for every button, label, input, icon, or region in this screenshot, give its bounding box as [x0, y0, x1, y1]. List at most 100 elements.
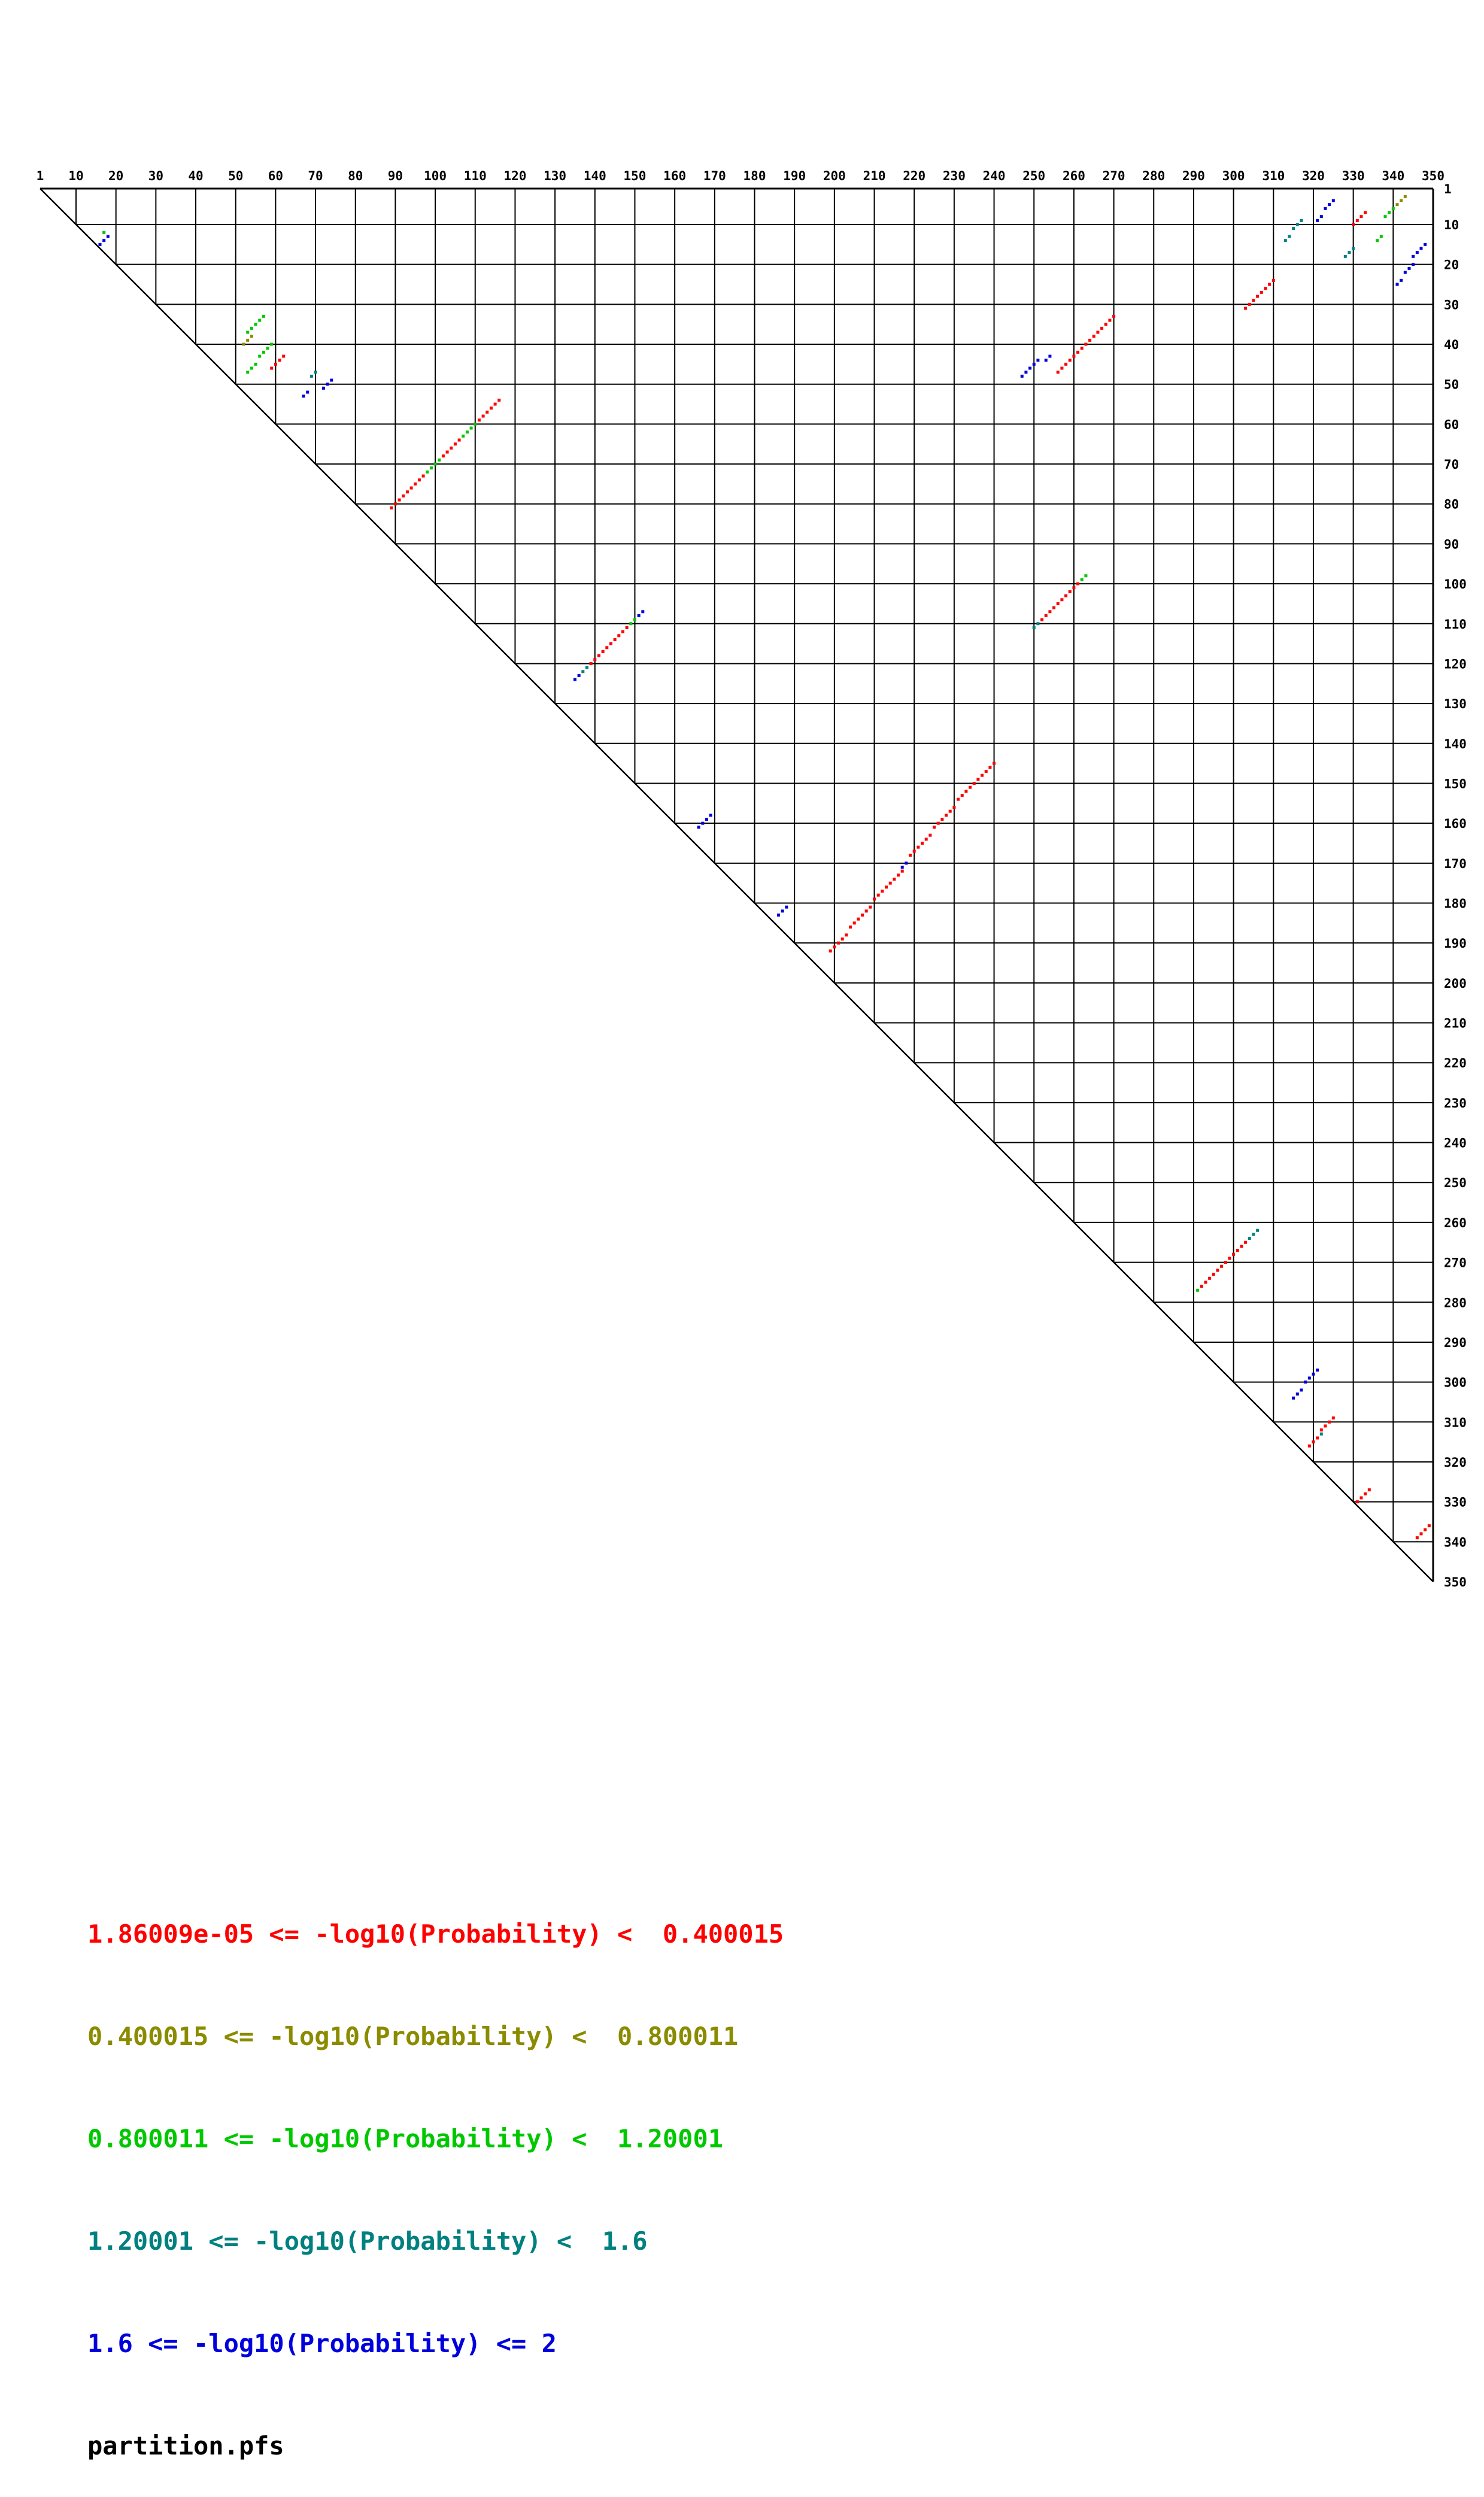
probability-dot — [940, 817, 944, 821]
probability-dot — [462, 434, 465, 438]
probability-dot — [457, 438, 461, 442]
y-axis-tick-label: 280 — [1444, 1295, 1467, 1310]
probability-dot — [1204, 1281, 1207, 1284]
probability-dot — [497, 398, 501, 402]
y-axis-tick-label: 240 — [1444, 1136, 1467, 1151]
probability-dot — [705, 817, 708, 821]
probability-dot — [270, 366, 274, 370]
probability-dot — [1403, 195, 1407, 198]
probability-dot — [1359, 1496, 1363, 1500]
probability-dot — [697, 826, 700, 829]
probability-dot — [246, 371, 250, 374]
probability-dot — [1288, 235, 1291, 238]
probability-dot — [1312, 1372, 1315, 1376]
probability-dot — [302, 395, 305, 398]
probability-dot — [840, 937, 844, 941]
probability-dot — [781, 909, 784, 913]
x-axis-tick-label: 140 — [584, 169, 606, 183]
probability-dot — [952, 805, 956, 809]
probability-dot — [1048, 610, 1052, 614]
y-axis-tick-label: 10 — [1444, 218, 1459, 232]
x-axis-tick-label: 230 — [943, 169, 966, 183]
probability-dot — [270, 342, 274, 346]
probability-dot — [633, 618, 636, 621]
y-axis-tick-label: 50 — [1444, 378, 1459, 392]
probability-dot — [1252, 1233, 1255, 1236]
probability-dot — [1331, 199, 1335, 202]
probability-dot — [1379, 235, 1383, 238]
probability-dot — [254, 362, 257, 366]
probability-dot — [469, 426, 473, 430]
probability-dot — [1068, 590, 1072, 593]
probability-dot — [1060, 598, 1064, 602]
probability-dot — [1060, 366, 1064, 370]
probability-dot — [864, 909, 868, 913]
y-axis-tick-label: 140 — [1444, 737, 1467, 751]
probability-dot — [945, 814, 948, 817]
probability-dot — [1419, 247, 1423, 250]
probability-dot — [278, 359, 281, 362]
y-axis-tick-label: 100 — [1444, 577, 1467, 591]
x-axis-tick-label: 50 — [228, 169, 243, 183]
x-axis-tick-label: 100 — [424, 169, 447, 183]
probability-dot — [1316, 1436, 1319, 1440]
probability-dot — [1084, 342, 1088, 346]
probability-dot — [1316, 219, 1319, 222]
probability-dot — [1064, 362, 1068, 366]
probability-dot — [1367, 1488, 1371, 1492]
probability-dot — [1400, 199, 1403, 202]
y-axis-tick-label: 340 — [1444, 1535, 1467, 1549]
x-axis-tick-label: 30 — [148, 169, 163, 183]
probability-dot — [1036, 622, 1040, 626]
probability-dot — [1364, 1492, 1367, 1495]
probability-dot — [1112, 314, 1116, 318]
x-axis-tick-label: 130 — [544, 169, 566, 183]
y-axis-tick-label: 300 — [1444, 1376, 1467, 1390]
probability-dot — [861, 914, 864, 917]
probability-dot — [873, 897, 876, 901]
y-axis-tick-label: 320 — [1444, 1455, 1467, 1470]
x-axis-tick-label: 240 — [983, 169, 1006, 183]
probability-dot — [1260, 290, 1263, 294]
probability-dot — [957, 797, 960, 801]
y-axis-tick-label: 200 — [1444, 976, 1467, 991]
probability-dot — [1196, 1288, 1200, 1292]
probability-dot — [274, 362, 277, 366]
probability-dot — [1355, 219, 1359, 222]
probability-dot-plot: 1110102020303040405050606070708080909010… — [37, 169, 1467, 1589]
probability-dot — [1072, 586, 1076, 590]
x-axis-tick-label: 20 — [108, 169, 123, 183]
probability-dot — [1044, 359, 1048, 362]
y-axis-tick-label: 150 — [1444, 776, 1467, 791]
probability-dot — [262, 350, 265, 354]
probability-dot — [597, 654, 600, 657]
probability-dot — [421, 474, 425, 478]
probability-dot — [1232, 1252, 1236, 1256]
probability-dot — [1216, 1269, 1219, 1272]
y-axis-tick-label: 110 — [1444, 617, 1467, 632]
probability-dot — [474, 422, 477, 426]
probability-dot — [1064, 594, 1068, 597]
probability-dot — [1068, 359, 1072, 362]
y-axis-tick-label: 190 — [1444, 936, 1467, 951]
x-axis-tick-label: 340 — [1382, 169, 1404, 183]
probability-dot — [1100, 326, 1104, 330]
probability-dot — [402, 494, 405, 497]
probability-dot — [581, 670, 585, 673]
y-axis-tick-label: 290 — [1444, 1336, 1467, 1350]
probability-dot — [314, 371, 317, 374]
probability-dot — [1096, 330, 1100, 334]
x-axis-tick-label: 170 — [703, 169, 726, 183]
probability-dot — [1403, 271, 1407, 274]
probability-dot — [1391, 207, 1395, 210]
probability-dot — [433, 462, 437, 466]
x-axis-tick-label: 120 — [503, 169, 526, 183]
probability-dot — [417, 478, 421, 482]
probability-dot — [1295, 1392, 1299, 1396]
probability-dot — [1024, 371, 1028, 374]
x-axis-tick-label: 220 — [903, 169, 925, 183]
x-axis-tick-label: 60 — [268, 169, 283, 183]
probability-dot — [893, 877, 896, 881]
probability-dot — [905, 861, 908, 865]
y-axis-tick-label: 310 — [1444, 1415, 1467, 1430]
